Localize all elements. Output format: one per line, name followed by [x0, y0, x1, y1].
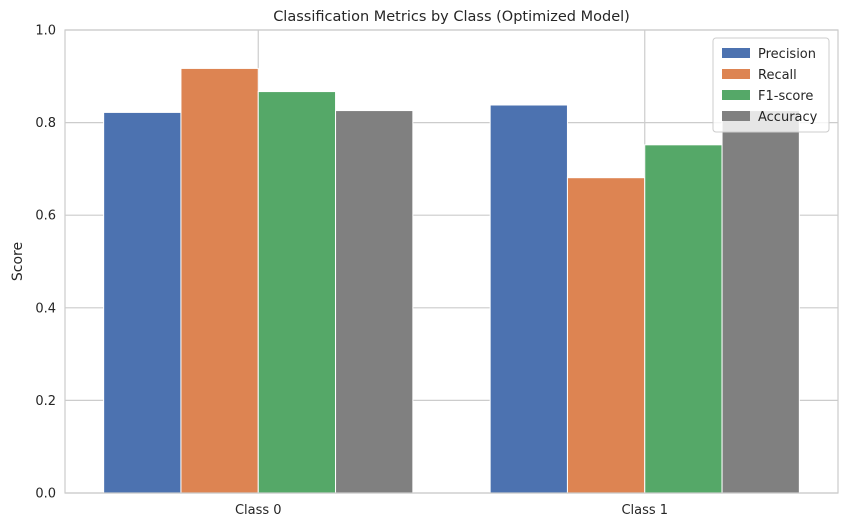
bar-precision-1 — [489, 104, 568, 494]
y-tick-label: 0.0 — [35, 487, 56, 502]
bar-recall-0 — [180, 67, 259, 494]
x-tick-labels: Class 0 Class 1 — [235, 503, 668, 518]
legend: Precision Recall F1-score Accuracy — [712, 37, 830, 133]
legend-label: F1-score — [758, 89, 813, 104]
chart-title: Classification Metrics by Class (Optimiz… — [273, 9, 630, 25]
bars — [103, 67, 800, 494]
x-tick-label: Class 0 — [235, 503, 282, 518]
y-axis-title: Score — [10, 242, 26, 281]
y-tick-labels: 0.0 0.2 0.4 0.6 0.8 1.0 — [35, 24, 56, 502]
bar-recall-1 — [566, 177, 646, 494]
y-tick-label: 1.0 — [35, 24, 56, 39]
legend-label: Recall — [758, 68, 797, 83]
bar-precision-0 — [103, 111, 182, 494]
bar-accuracy-1 — [721, 110, 800, 494]
y-tick-label: 0.4 — [35, 301, 56, 316]
legend-swatch — [722, 69, 750, 79]
bar-accuracy-0 — [335, 110, 414, 494]
legend-label: Precision — [758, 47, 816, 62]
y-tick-label: 0.8 — [35, 116, 56, 131]
y-tick-label: 0.2 — [35, 394, 56, 409]
bar-f1-score-0 — [257, 91, 337, 494]
legend-box — [712, 37, 830, 133]
legend-swatch — [722, 90, 750, 100]
legend-swatch — [722, 111, 750, 121]
legend-label: Accuracy — [758, 110, 818, 125]
plot-frame — [64, 29, 839, 494]
legend-swatch — [722, 48, 750, 58]
bar-f1-score-1 — [644, 144, 723, 494]
y-tick-label: 0.6 — [35, 209, 56, 224]
x-tick-label: Class 1 — [621, 503, 668, 518]
